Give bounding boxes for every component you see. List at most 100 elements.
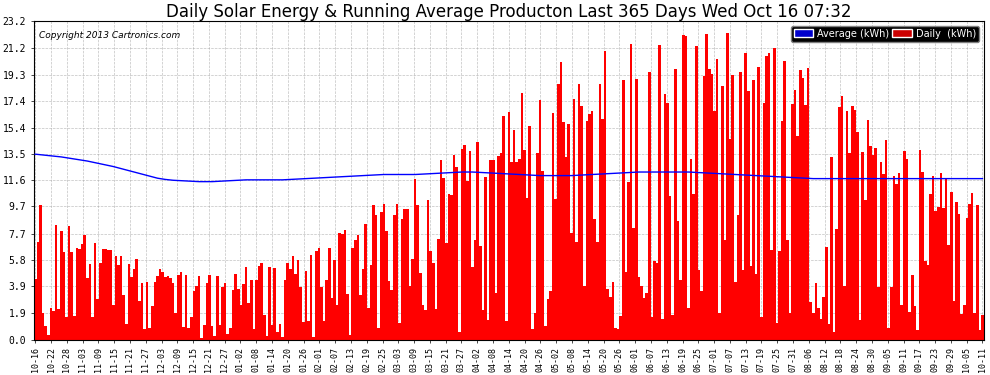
Bar [94,243,96,340]
Bar [131,277,133,340]
Bar [963,306,965,340]
Bar [419,273,422,340]
Bar [289,269,291,340]
Bar [633,228,635,340]
Bar [839,107,841,340]
Bar [922,172,924,340]
Bar [117,265,120,340]
Bar [630,44,633,340]
Bar [450,195,452,340]
Bar [700,291,703,340]
Bar [123,296,125,340]
Bar [364,224,367,340]
Bar [208,275,211,340]
Bar [932,177,935,340]
Bar [144,329,146,340]
Bar [588,114,591,340]
Bar [575,242,578,340]
Bar [495,293,497,340]
Bar [198,276,200,340]
Bar [749,266,752,340]
Bar [351,248,354,340]
Bar [200,338,203,340]
Bar [783,61,786,340]
Bar [742,270,744,340]
Bar [711,74,713,340]
Bar [648,72,650,340]
Bar [744,53,747,340]
Bar [848,153,851,340]
Bar [177,276,179,340]
Bar [115,256,117,340]
Bar [924,261,927,340]
Bar [937,207,940,340]
Bar [500,153,502,340]
Bar [484,177,487,340]
Bar [125,324,128,340]
Bar [294,274,297,340]
Bar [473,240,476,340]
Bar [565,157,567,340]
Bar [531,329,534,340]
Bar [539,100,542,340]
Bar [388,280,390,340]
Bar [313,337,315,340]
Bar [973,314,976,340]
Bar [669,196,671,340]
Bar [914,306,916,340]
Bar [510,162,513,340]
Bar [466,181,468,340]
Bar [102,249,104,340]
Bar [393,215,396,340]
Bar [70,252,73,340]
Bar [248,303,249,340]
Bar [599,84,601,340]
Bar [708,69,711,340]
Bar [823,297,825,340]
Bar [164,277,166,340]
Bar [229,328,232,340]
Bar [557,84,559,340]
Bar [692,194,695,340]
Bar [211,327,214,340]
Bar [390,290,393,340]
Bar [305,272,307,340]
Bar [716,59,719,340]
Bar [593,219,596,340]
Bar [354,240,356,340]
Bar [297,260,299,340]
Bar [729,139,732,340]
Bar [75,248,78,340]
Bar [216,276,219,340]
Bar [526,198,529,340]
Bar [586,121,588,340]
Bar [278,324,281,340]
Bar [796,136,799,340]
Bar [447,194,450,340]
Bar [146,282,148,340]
Bar [874,147,877,340]
Bar [906,159,908,340]
Bar [86,278,88,340]
Bar [153,282,156,340]
Bar [567,124,570,340]
Bar [930,194,932,340]
Bar [398,323,401,340]
Bar [551,113,554,340]
Bar [396,204,398,340]
Bar [677,221,679,340]
Bar [955,202,957,340]
Bar [361,269,364,340]
Bar [791,104,794,340]
Bar [607,289,609,340]
Bar [179,272,182,340]
Bar [260,262,263,340]
Bar [50,309,52,340]
Bar [903,152,906,340]
Bar [620,316,622,340]
Bar [810,302,812,340]
Bar [502,117,505,340]
Bar [417,206,419,340]
Bar [544,326,546,340]
Bar [65,317,67,340]
